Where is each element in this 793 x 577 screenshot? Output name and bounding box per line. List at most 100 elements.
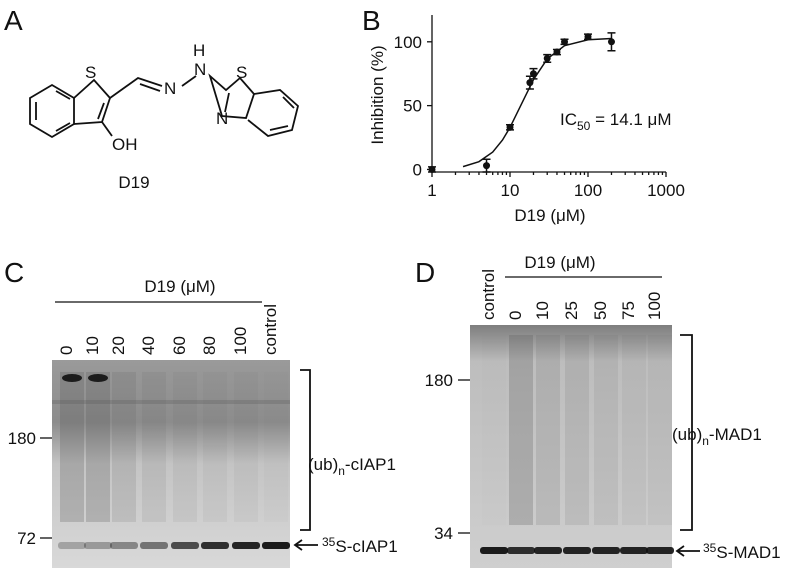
y-tick-label: 50 xyxy=(403,97,422,116)
gel-band xyxy=(171,542,199,549)
gel-band xyxy=(232,542,260,549)
gel-smear xyxy=(264,372,288,522)
gel-title: D19 (μM) xyxy=(524,253,595,272)
panel-label: C xyxy=(4,257,24,288)
data-point xyxy=(428,165,436,173)
gel-band xyxy=(480,547,508,554)
panel-label: B xyxy=(362,5,381,36)
annotation-part: IC xyxy=(560,110,577,129)
data-point xyxy=(483,162,491,170)
marker-label: 34 xyxy=(434,524,453,543)
gel-image xyxy=(470,325,672,568)
gel-smear xyxy=(648,335,672,525)
gel-smear xyxy=(565,335,589,525)
gel-band xyxy=(84,542,112,549)
gel-smear xyxy=(112,372,136,522)
data-point xyxy=(529,70,537,78)
label-part: -cIAP1 xyxy=(345,455,396,474)
gel-band xyxy=(534,547,562,554)
gel-band xyxy=(646,547,674,554)
data-point xyxy=(561,38,569,46)
data-point xyxy=(584,33,592,41)
gel-band xyxy=(507,547,535,554)
gel-band xyxy=(592,547,620,554)
lane-label: 0 xyxy=(57,346,76,355)
panel-label: A xyxy=(4,5,23,36)
gel-image xyxy=(52,360,290,568)
lane-label: control xyxy=(261,304,280,355)
arrow xyxy=(675,545,700,557)
atom: S xyxy=(236,63,247,82)
label-sup: 35 xyxy=(322,535,336,549)
chart: Inhibition (%) D19 (μM) IC50 = 14.1 μM 0… xyxy=(368,15,685,225)
lane-label: 0 xyxy=(506,311,525,320)
label-part: S-MAD1 xyxy=(716,543,780,562)
marker-label: 180 xyxy=(8,429,36,448)
x-tick-label: 1000 xyxy=(647,181,685,200)
gel-smear xyxy=(173,372,197,522)
gel-band xyxy=(140,542,168,549)
gel-smear xyxy=(509,335,533,525)
gel-band xyxy=(620,547,648,554)
bracket xyxy=(680,334,693,531)
gel-smear xyxy=(482,335,506,525)
data-point xyxy=(526,79,534,87)
y-tick-label: 100 xyxy=(394,33,422,52)
gel-band xyxy=(88,374,108,382)
gel-band xyxy=(262,542,290,549)
data-point xyxy=(543,54,551,62)
gel-smear xyxy=(203,372,227,522)
compound-name: D19 xyxy=(118,173,149,192)
gel-band xyxy=(563,547,591,554)
fit-line xyxy=(462,37,612,168)
ub-label: (ub)n-cIAP1 xyxy=(308,455,396,478)
lane-label: 10 xyxy=(83,336,102,355)
gel-band xyxy=(110,542,138,549)
gel-band xyxy=(52,400,290,404)
gel-band xyxy=(201,542,229,549)
label-part: (ub) xyxy=(308,455,338,474)
gel-smear xyxy=(536,335,560,525)
ub-label: (ub)n-MAD1 xyxy=(672,425,762,448)
substrate-label: 35S-cIAP1 xyxy=(322,535,398,556)
x-tick-label: 1 xyxy=(427,181,436,200)
label-part: (ub) xyxy=(672,425,702,444)
marker-label: 180 xyxy=(425,371,453,390)
lane-label: 40 xyxy=(139,336,158,355)
gel-smear xyxy=(60,372,84,522)
data-point xyxy=(506,123,514,131)
gel-smear xyxy=(594,335,618,525)
label-sub: n xyxy=(702,434,709,448)
label-sub: n xyxy=(338,464,345,478)
label-part: -MAD1 xyxy=(709,425,762,444)
x-tick-label: 10 xyxy=(501,181,520,200)
lane-label: 25 xyxy=(562,301,581,320)
gel-smear xyxy=(622,335,646,525)
gel-smear xyxy=(234,372,258,522)
gel-smear xyxy=(86,372,110,522)
atom: N xyxy=(164,79,176,98)
annotation: IC50 = 14.1 μM xyxy=(560,110,672,133)
lane-label: 80 xyxy=(200,336,219,355)
atom: S xyxy=(85,63,96,82)
gel-smear xyxy=(142,372,166,522)
atom: N xyxy=(194,60,206,79)
gel: D19 (μM) 180 34 (ub)n-MAD1 35S-MAD1 cont… xyxy=(425,253,781,568)
data-point xyxy=(607,38,615,46)
atom: H xyxy=(193,41,205,60)
annotation-sub: 50 xyxy=(577,119,591,133)
bracket xyxy=(300,369,311,531)
lane-label: 20 xyxy=(109,336,128,355)
lane-label: control xyxy=(479,269,498,320)
gel-band xyxy=(58,542,86,549)
lane-label: 100 xyxy=(645,292,664,320)
lane-label: 60 xyxy=(170,336,189,355)
label-sup: 35 xyxy=(703,541,717,555)
panel-label: D xyxy=(415,257,435,288)
label-part: S-cIAP1 xyxy=(335,537,397,556)
marker-label: 72 xyxy=(17,529,36,548)
lane-label: 100 xyxy=(231,327,250,355)
lane-label: 75 xyxy=(619,301,638,320)
